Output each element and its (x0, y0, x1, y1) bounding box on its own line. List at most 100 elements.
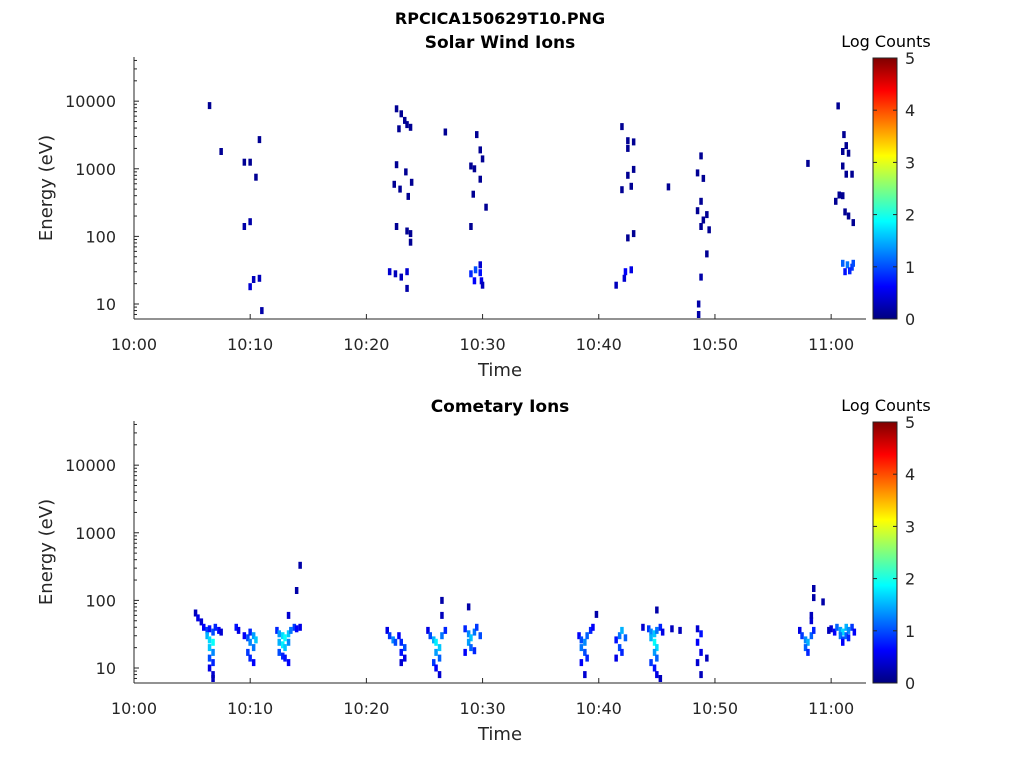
data-cell (841, 628, 845, 636)
data-cell (469, 162, 473, 170)
data-cell (294, 587, 299, 594)
data-cell (620, 186, 624, 194)
data-cell (283, 644, 287, 652)
data-cell (622, 274, 627, 282)
data-cell (281, 652, 285, 660)
x-tick-label: 10:30 (460, 335, 506, 354)
colorbar-gradient (872, 57, 898, 320)
data-cell (260, 307, 264, 315)
data-cell (827, 626, 831, 634)
data-cell (678, 626, 682, 634)
data-cell (475, 623, 479, 631)
data-cell (655, 626, 659, 634)
data-cell (623, 634, 628, 642)
data-cell (472, 628, 477, 636)
x-tick-label: 10:50 (692, 335, 738, 354)
data-cell (434, 648, 438, 656)
data-cell (583, 648, 587, 656)
data-cell (393, 270, 398, 278)
data-cell (404, 168, 408, 176)
data-cell (850, 170, 854, 178)
data-cell (277, 630, 281, 638)
data-cell (696, 300, 701, 308)
data-cell (579, 636, 584, 644)
data-cell (469, 223, 473, 230)
data-cell (829, 625, 833, 633)
data-cell (478, 261, 482, 269)
data-cell (408, 123, 413, 131)
data-cell (248, 218, 252, 226)
x-tick-label: 11:00 (808, 699, 854, 718)
data-cell (699, 152, 703, 160)
data-cell (707, 226, 711, 234)
data-cell (699, 223, 703, 230)
data-cell (803, 636, 808, 644)
chart-panel-2: 10:00 10:10 10:20 10:30 10:40 10:50 11:0010100… (36, 396, 931, 745)
data-cell (406, 192, 410, 200)
data-cell (281, 641, 285, 649)
data-cell (248, 654, 252, 662)
data-cell (394, 105, 399, 113)
data-cell (478, 175, 482, 183)
data-cell (812, 626, 816, 634)
data-cell (649, 628, 653, 636)
data-cell (440, 632, 444, 640)
colorbar-tick-label: 2 (905, 570, 915, 589)
data-cell (246, 648, 250, 656)
data-cell (844, 623, 848, 631)
data-cell (809, 632, 814, 640)
data-cell (835, 623, 839, 631)
data-cell (251, 659, 256, 667)
data-cell (469, 270, 473, 278)
data-cell (617, 632, 622, 640)
data-cell (658, 675, 663, 682)
data-cell (631, 165, 636, 173)
data-cell (286, 638, 291, 646)
data-cell (403, 116, 407, 124)
plot-area (134, 57, 866, 319)
data-cell (806, 648, 810, 656)
data-cell (405, 284, 409, 292)
x-axis-label: Time (477, 724, 522, 745)
data-cell (399, 110, 403, 118)
colorbar-gradient (872, 421, 898, 684)
data-cell (699, 671, 703, 679)
data-cell (242, 632, 247, 640)
data-cell (205, 632, 209, 640)
data-cell (234, 623, 238, 631)
data-cell (394, 223, 399, 230)
data-cell (851, 259, 855, 267)
data-cell (841, 162, 845, 170)
data-cell (205, 626, 209, 634)
data-cell (478, 269, 482, 277)
data-cell (841, 148, 845, 155)
y-axis-label: Energy (eV) (36, 135, 57, 241)
data-cell (463, 625, 467, 633)
data-cell (399, 648, 403, 656)
data-cell (812, 594, 816, 602)
colorbar-tick-label: 3 (905, 153, 915, 172)
data-cell (443, 128, 448, 136)
data-cell (294, 625, 299, 633)
x-tick-label: 10:20 (343, 335, 389, 354)
data-cell (437, 654, 442, 662)
data-cell (405, 121, 409, 129)
data-cell (695, 207, 700, 215)
data-cell (478, 146, 482, 154)
x-axis-label: Time (477, 360, 522, 381)
data-cell (484, 203, 488, 211)
data-cell (620, 648, 624, 656)
data-cell (207, 654, 212, 662)
x-tick-label: 10:40 (576, 699, 622, 718)
data-cell (242, 158, 247, 166)
data-cell (469, 644, 473, 652)
data-cell (809, 611, 814, 619)
data-cell (387, 632, 392, 640)
data-cell (848, 267, 852, 275)
data-cell (846, 626, 851, 634)
data-cell (841, 192, 845, 200)
data-cell (850, 263, 854, 271)
data-cell (246, 634, 250, 642)
data-cell (251, 632, 256, 640)
